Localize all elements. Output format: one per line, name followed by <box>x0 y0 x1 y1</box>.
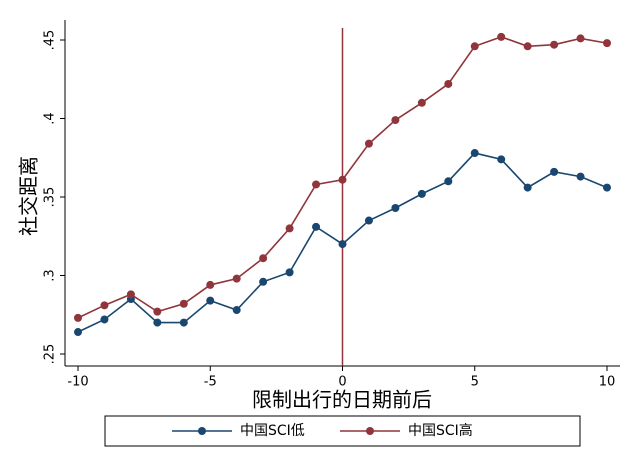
marker <box>259 254 268 263</box>
marker <box>312 180 321 189</box>
legend-label: 中国SCI低 <box>240 423 305 439</box>
marker <box>232 274 241 283</box>
y-axis-title: 社交距离 <box>17 156 41 236</box>
marker <box>576 34 585 43</box>
marker <box>523 42 532 51</box>
marker <box>523 183 532 192</box>
y-tick-label: .45 <box>43 30 58 51</box>
marker <box>391 203 400 212</box>
marker <box>444 79 453 88</box>
marker <box>206 296 215 305</box>
x-tick-label: -10 <box>67 375 88 390</box>
x-tick-label: -5 <box>204 375 217 390</box>
x-tick-label: 5 <box>471 375 479 390</box>
marker <box>603 39 611 48</box>
marker <box>470 149 479 158</box>
legend-marker <box>366 427 374 435</box>
marker <box>285 224 294 233</box>
marker <box>470 42 479 51</box>
marker <box>497 155 506 164</box>
marker <box>100 301 109 310</box>
x-tick-label: 10 <box>599 375 616 390</box>
marker <box>259 277 268 286</box>
x-axis-title: 限制出行的日期前后 <box>252 388 432 412</box>
legend-label: 中国SCI高 <box>408 422 473 439</box>
legend-marker <box>198 427 206 435</box>
y-tick-label: .25 <box>43 344 58 365</box>
marker <box>603 183 611 192</box>
marker <box>550 40 559 49</box>
marker <box>391 116 400 125</box>
marker <box>550 167 559 176</box>
marker <box>179 318 188 327</box>
marker <box>497 32 506 41</box>
marker <box>285 268 294 277</box>
marker <box>417 98 426 107</box>
y-tick-label: .35 <box>43 187 58 208</box>
marker <box>444 177 453 186</box>
marker <box>312 222 321 231</box>
marker <box>417 189 426 198</box>
marker <box>364 216 373 225</box>
y-tick-label: .3 <box>43 269 58 281</box>
marker <box>74 328 82 337</box>
marker <box>338 175 347 184</box>
marker <box>338 240 347 249</box>
marker <box>153 307 162 316</box>
marker <box>179 299 188 308</box>
marker <box>153 318 162 327</box>
x-tick-label: 0 <box>338 375 346 390</box>
y-tick-label: .4 <box>43 112 58 124</box>
marker <box>364 139 373 148</box>
marker <box>576 172 585 181</box>
marker <box>126 290 135 299</box>
marker <box>206 280 215 289</box>
marker <box>232 306 241 315</box>
marker <box>100 315 109 324</box>
marker <box>74 313 82 322</box>
